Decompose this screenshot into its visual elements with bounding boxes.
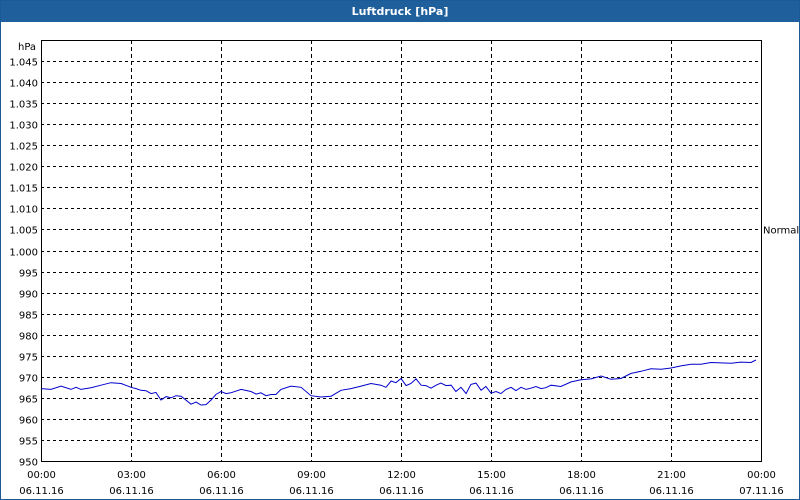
x-tick-time: 09:00: [297, 470, 326, 481]
x-tick-date: 06.11.16: [469, 486, 514, 497]
y-tick-label: 985: [19, 311, 38, 322]
y-tick-label: 955: [19, 437, 38, 448]
y-tick-label: 995: [19, 269, 38, 280]
pressure-line: [40, 359, 757, 406]
x-tick-time: 15:00: [477, 470, 506, 481]
x-tick-time: 00:00: [27, 470, 56, 481]
x-tick-date: 06.11.16: [109, 486, 154, 497]
y-tick-label: 965: [19, 395, 38, 406]
grid: [41, 40, 761, 461]
x-tick-time: 12:00: [387, 470, 416, 481]
y-tick-label: 1.015: [9, 184, 38, 195]
x-tick-labels: 00:00 06.11.16 03:00 06.11.16 06:00 06.11.16 0…: [19, 470, 784, 497]
x-tick-time: 00:00: [747, 470, 776, 481]
y-tick-label: 950: [19, 458, 38, 469]
x-tick-date: 06.11.16: [649, 486, 694, 497]
x-tick-date: 06.11.16: [379, 486, 424, 497]
y-tick-label: 960: [19, 416, 38, 427]
y-tick-label: 990: [19, 290, 38, 301]
plot-area: [41, 40, 762, 462]
x-tick-date: 06.11.16: [19, 486, 64, 497]
reference-label-normal: Normal: [763, 225, 799, 236]
x-tick-date: 06.11.16: [289, 486, 334, 497]
y-tick-label: 970: [19, 374, 38, 385]
chart-title: Luftdruck [hPa]: [1, 1, 799, 22]
x-tick-time: 21:00: [657, 470, 686, 481]
y-tick-label: 1.010: [9, 205, 38, 216]
y-tick-label: 1.040: [9, 79, 38, 90]
y-tick-label: 1.005: [9, 226, 38, 237]
y-tick-labels: 1.045 1.040 1.035 1.030 1.025 1.020 1.015 1.010…: [9, 58, 38, 469]
series-group: [40, 359, 757, 406]
x-tick-time: 03:00: [117, 470, 146, 481]
y-axis-label: hPa: [18, 42, 36, 53]
y-tick-label: 1.045: [9, 58, 38, 69]
y-tick-label: 1.020: [9, 163, 38, 174]
x-tick-date: 06.11.16: [559, 486, 604, 497]
y-tick-label: 980: [19, 332, 38, 343]
y-tick-label: 975: [19, 353, 38, 364]
x-tick-date: 07.11.16: [739, 486, 784, 497]
y-tick-label: 1.000: [9, 248, 38, 259]
x-tick-date: 06.11.16: [199, 486, 244, 497]
x-tick-time: 06:00: [207, 470, 236, 481]
x-tick-time: 18:00: [567, 470, 596, 481]
y-tick-label: 1.035: [9, 100, 38, 111]
y-tick-label: 1.025: [9, 142, 38, 153]
y-tick-label: 1.030: [9, 121, 38, 132]
